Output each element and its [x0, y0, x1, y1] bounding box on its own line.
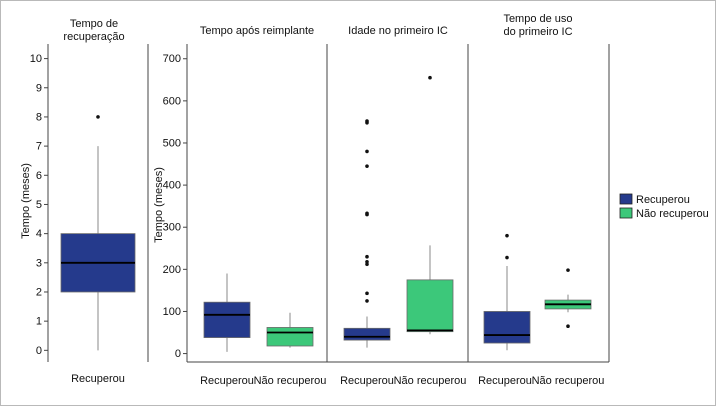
outlier-point	[505, 255, 509, 260]
legend-swatch-nao-recuperou	[619, 207, 633, 219]
x-tick-label: Recuperou	[340, 375, 394, 387]
outlier-point	[365, 254, 369, 259]
y-tick-label: 0	[175, 348, 181, 360]
y-axis-label: Tempo (meses)	[153, 167, 165, 243]
y-tick-label: 10	[30, 53, 42, 65]
outlier-point	[365, 211, 369, 216]
outlier-point	[365, 164, 369, 168]
y-tick-label: 9	[36, 82, 42, 94]
y-tick-label: 100	[163, 306, 181, 318]
y-tick-label: 500	[163, 137, 181, 149]
x-tick-label: Recuperou	[71, 373, 125, 385]
box-iqr	[343, 327, 391, 341]
y-tick-label: 1	[36, 316, 42, 328]
y-tick-label: 6	[36, 170, 42, 182]
outlier-point	[365, 299, 369, 303]
panel-title-line-2: recuperação	[63, 31, 124, 43]
outlier-point	[566, 268, 570, 272]
outlier-point	[505, 233, 509, 238]
outlier-point	[365, 259, 369, 264]
y-tick-label: 600	[163, 95, 181, 107]
y-tick-label: 200	[163, 264, 181, 276]
legend: Recuperou Não recuperou	[619, 193, 709, 220]
legend-label-nao-recuperou: Não recuperou	[636, 208, 709, 220]
facet-title-tempo-de-uso-line-1: Tempo de uso	[503, 13, 572, 25]
box-iqr	[266, 327, 314, 347]
box-iqr	[406, 279, 454, 333]
outlier-point	[365, 119, 369, 123]
legend-swatch-recuperou	[619, 193, 633, 205]
y-tick-label: 400	[163, 180, 181, 192]
y-tick-label: 300	[163, 222, 181, 234]
y-tick-label: 700	[163, 53, 181, 65]
y-tick-label: 7	[36, 141, 42, 153]
y-tick-label: 2	[36, 286, 42, 298]
facet-title-tempo-apos-reimplante: Tempo após reimplante	[200, 25, 314, 37]
outlier-point	[96, 115, 100, 119]
y-tick-label: 3	[36, 257, 42, 269]
facet-title-tempo-de-uso-line-2: do primeiro IC	[503, 26, 572, 38]
facet-title-idade-no-primeiro-ic: Idade no primeiro IC	[348, 25, 448, 37]
x-tick-label: Recuperou	[478, 375, 532, 387]
y-tick-label: 4	[36, 228, 42, 240]
y-tick-label: 5	[36, 199, 42, 211]
outlier-point	[428, 75, 432, 80]
x-tick-label: Recuperou	[200, 375, 254, 387]
x-tick-label: Não recuperou	[394, 375, 467, 387]
y-axis-label: Tempo (meses)	[20, 163, 32, 239]
outlier-point	[365, 149, 369, 154]
x-tick-label: Não recuperou	[254, 375, 327, 387]
outlier-point	[566, 324, 570, 328]
panel-tempo-de-recuperacao: Tempo de recuperação Tempo (meses) Recup…	[20, 18, 149, 385]
box-iqr	[203, 301, 251, 338]
outlier-point	[365, 291, 369, 296]
panel-group-tempos-e-idade: Tempo (meses) Tempo após reimplante Idad…	[153, 13, 610, 387]
y-tick-label: 8	[36, 111, 42, 123]
y-tick-label: 0	[36, 345, 42, 357]
outlier-point	[365, 262, 369, 267]
panel-title-line-1: Tempo de	[70, 18, 118, 30]
box-iqr	[483, 311, 531, 344]
x-tick-label: Não recuperou	[532, 375, 605, 387]
legend-label-recuperou: Recuperou	[636, 194, 690, 206]
